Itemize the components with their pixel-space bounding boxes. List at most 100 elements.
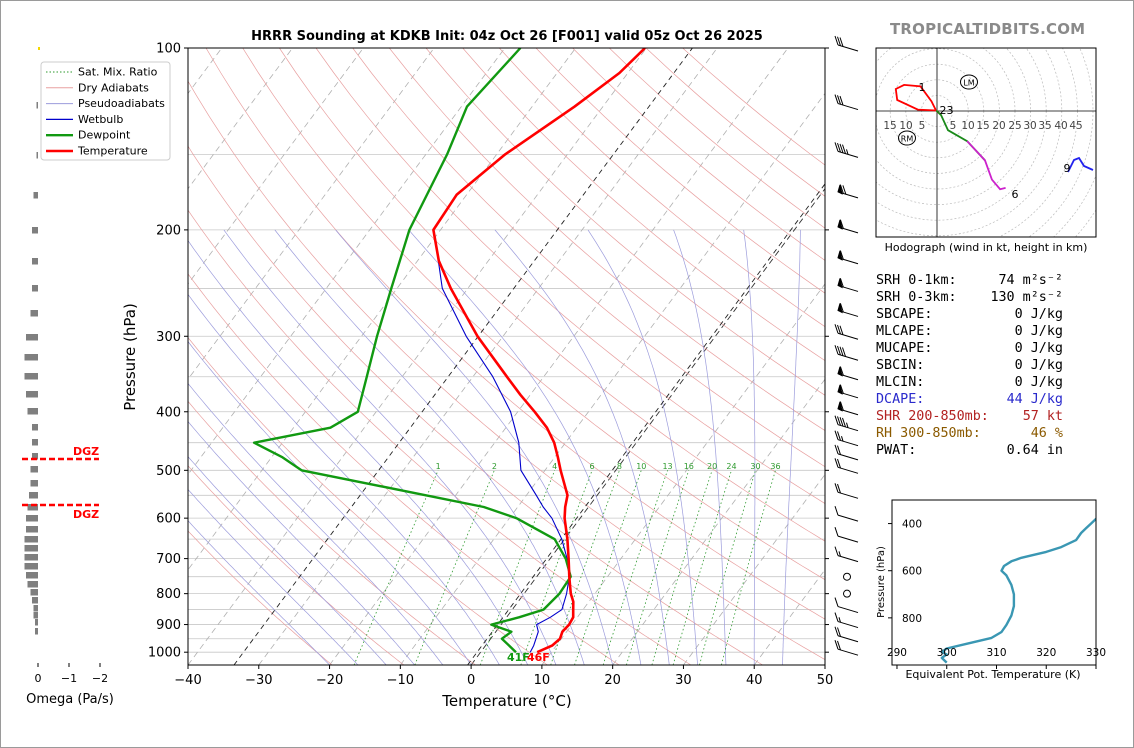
hodograph-ring-label: 20 bbox=[992, 120, 1005, 132]
x-tick-label: 20 bbox=[604, 673, 621, 688]
dry-adiabat bbox=[242, 48, 825, 581]
left-mover-marker bbox=[960, 74, 978, 90]
mixing-ratio-label: 1 bbox=[436, 462, 441, 471]
isotherm bbox=[329, 48, 789, 665]
index-value: 0 J/kg bbox=[1014, 307, 1063, 322]
pseudoadiabat bbox=[188, 382, 444, 665]
isotherm bbox=[0, 48, 9, 665]
wind-barb-flag bbox=[842, 144, 846, 154]
wind-barb-flag bbox=[839, 95, 844, 106]
y-tick-label: 700 bbox=[156, 552, 181, 567]
omega-bar bbox=[29, 492, 38, 499]
hodograph-ring-label: 5 bbox=[950, 120, 957, 132]
wind-barb-flag bbox=[837, 640, 841, 651]
wind-barb-flag bbox=[839, 250, 844, 260]
hodograph-ring-label: 5 bbox=[919, 120, 926, 132]
x-tick-label: 50 bbox=[817, 673, 834, 688]
isotherm bbox=[258, 48, 718, 665]
legend-rows: Sat. Mix. Ratio Dry Adiabats Pseudoadiabat… bbox=[46, 66, 165, 158]
wind-barb-staff bbox=[837, 103, 859, 111]
wind-barb-pennant bbox=[837, 219, 843, 230]
omega-bar bbox=[26, 526, 38, 533]
index-row: MLCAPE: 0 J/kg bbox=[876, 323, 1091, 340]
dgz-top-label: DGZ bbox=[73, 445, 99, 458]
y-tick-label: 400 bbox=[156, 405, 181, 420]
wind-barb-flag bbox=[834, 430, 839, 440]
pseudoadiabat bbox=[223, 229, 557, 665]
mixing-ratio-label: 16 bbox=[684, 462, 694, 471]
index-label: SHR 200-850mb: bbox=[876, 409, 989, 424]
hodograph-height-label: 1 bbox=[919, 81, 926, 94]
wind-barb-flag bbox=[839, 219, 844, 229]
wind-barb-half-flag bbox=[846, 149, 849, 155]
wind-barb-pennant bbox=[837, 384, 843, 395]
watermark: TROPICALTIDBITS.COM bbox=[890, 20, 1086, 38]
wind-barb-flag bbox=[834, 597, 839, 607]
wind-barb-pennant bbox=[837, 184, 843, 195]
skewt-ylabel: Pressure (hPa) bbox=[121, 303, 139, 411]
legend-label: Temperature bbox=[77, 145, 148, 158]
omega-bar-positive bbox=[38, 47, 40, 50]
mixing-ratio-label: 24 bbox=[726, 462, 736, 471]
y-tick-label: 200 bbox=[156, 223, 181, 238]
wind-barb-flag bbox=[839, 143, 844, 154]
omega-bar bbox=[35, 628, 38, 635]
dry-adiabat bbox=[188, 209, 692, 665]
theta-e-box bbox=[891, 499, 1097, 666]
theta-e-line bbox=[940, 517, 1096, 664]
isotherm bbox=[188, 48, 435, 380]
mixing-ratio-line bbox=[479, 470, 556, 665]
wind-barb-flag bbox=[837, 445, 841, 455]
omega-bar bbox=[30, 466, 38, 473]
omega-bar bbox=[30, 310, 38, 317]
isotherm bbox=[400, 92, 825, 665]
pseudoadiabat bbox=[274, 229, 585, 665]
wind-barb-flag bbox=[837, 36, 841, 46]
wind-barb-flag bbox=[834, 415, 839, 425]
wind-barb-pennant bbox=[837, 366, 843, 377]
isotherm bbox=[188, 48, 364, 285]
mixing-ratio-line bbox=[699, 470, 756, 665]
hodograph-ring-label: 30 bbox=[1023, 120, 1036, 132]
index-row: PWAT: 0.64 in bbox=[876, 442, 1091, 459]
pseudoadiabat bbox=[188, 456, 387, 665]
legend-label: Pseudoadiabats bbox=[78, 97, 165, 110]
dry-adiabat bbox=[389, 48, 825, 431]
index-row: MLCIN: 0 J/kg bbox=[876, 374, 1091, 391]
index-value: 44 J/kg bbox=[1006, 392, 1063, 407]
pseudoadiabat bbox=[494, 229, 670, 665]
omega-bar bbox=[32, 597, 38, 604]
wind-barb-staff bbox=[837, 332, 859, 340]
wind-barb-flag bbox=[834, 35, 839, 46]
index-value: 0 J/kg bbox=[1014, 358, 1063, 373]
omega-bar bbox=[32, 453, 38, 460]
omega-bar bbox=[26, 572, 38, 579]
index-label: SRH 0-3km: bbox=[876, 290, 957, 305]
omega-bar bbox=[27, 504, 38, 511]
omega-bar bbox=[26, 334, 38, 341]
wind-barb-flag bbox=[834, 94, 839, 104]
dry-adiabat bbox=[188, 145, 763, 665]
temperature-series bbox=[432, 48, 646, 654]
pseudoadiabat bbox=[587, 229, 698, 665]
theta-e-ticks: 290 300 310 320 330 400 600 800 bbox=[887, 519, 1106, 669]
mixing-ratio-line bbox=[721, 470, 776, 665]
dry-adiabat bbox=[279, 48, 825, 542]
hodograph-ring-label: 40 bbox=[1054, 120, 1067, 132]
omega-bar bbox=[35, 619, 38, 626]
wind-barb-flag bbox=[837, 345, 841, 356]
mixing-ratio-line bbox=[520, 470, 593, 665]
wind-barb-flag bbox=[837, 431, 841, 441]
pseudoadiabat bbox=[782, 229, 801, 665]
wetbulb-series bbox=[436, 254, 570, 653]
y-tick-label: 100 bbox=[156, 42, 181, 57]
wind-barb-staff bbox=[837, 621, 859, 629]
theta-e-y-tick-label: 600 bbox=[902, 566, 922, 578]
hodograph-ring-label: 25 bbox=[1008, 120, 1021, 132]
isotherm bbox=[188, 48, 506, 476]
mixing-ratio-label: 13 bbox=[662, 462, 672, 471]
theta-e-xlabel: Equivalent Pot. Temperature (K) bbox=[905, 668, 1080, 681]
index-row: SRH 0-1km: 74 m²s⁻² bbox=[876, 272, 1091, 289]
wind-barb-staff bbox=[837, 635, 859, 643]
